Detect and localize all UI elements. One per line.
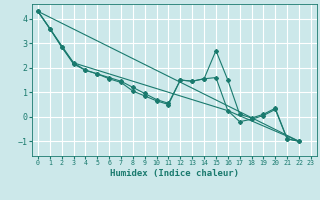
X-axis label: Humidex (Indice chaleur): Humidex (Indice chaleur): [110, 169, 239, 178]
